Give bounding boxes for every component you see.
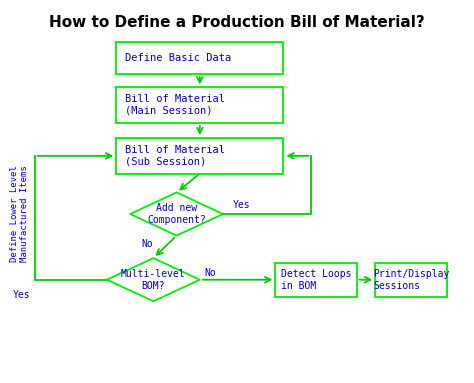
Polygon shape — [107, 258, 200, 301]
FancyBboxPatch shape — [375, 263, 447, 296]
Text: How to Define a Production Bill of Material?: How to Define a Production Bill of Mater… — [49, 15, 425, 30]
Text: Add new
Component?: Add new Component? — [147, 203, 206, 225]
Text: Define Basic Data: Define Basic Data — [125, 53, 231, 63]
Text: Bill of Material
(Sub Session): Bill of Material (Sub Session) — [125, 145, 225, 167]
FancyBboxPatch shape — [275, 263, 356, 296]
Text: Print/Display
Sessions: Print/Display Sessions — [373, 269, 449, 290]
Text: Yes: Yes — [13, 290, 30, 300]
Text: Bill of Material
(Main Session): Bill of Material (Main Session) — [125, 94, 225, 116]
Text: No: No — [142, 239, 154, 249]
FancyBboxPatch shape — [116, 87, 283, 123]
Text: Multi-level
BOM?: Multi-level BOM? — [121, 269, 186, 290]
Text: Define Lower Level
Manufactured Items: Define Lower Level Manufactured Items — [10, 165, 29, 262]
FancyBboxPatch shape — [116, 138, 283, 173]
Polygon shape — [130, 192, 223, 236]
FancyBboxPatch shape — [116, 42, 283, 74]
Text: Detect Loops
in BOM: Detect Loops in BOM — [281, 269, 351, 290]
Text: No: No — [204, 268, 216, 278]
Text: Yes: Yes — [232, 200, 250, 210]
